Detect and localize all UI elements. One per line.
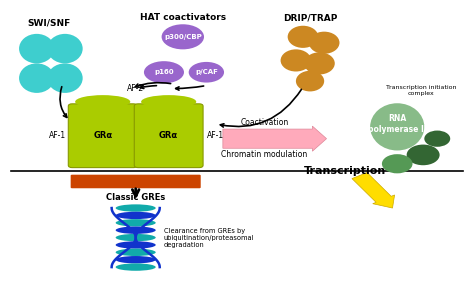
Text: p300/CBP: p300/CBP [164,34,201,40]
Ellipse shape [407,145,439,165]
Ellipse shape [116,226,156,234]
FancyBboxPatch shape [71,175,201,188]
Text: AF-1: AF-1 [207,131,224,140]
Text: Transcription initiation
complex: Transcription initiation complex [385,85,456,96]
Ellipse shape [47,63,82,93]
Text: RNA
polymerase II: RNA polymerase II [368,114,427,134]
Ellipse shape [75,95,130,108]
Text: SWI/SNF: SWI/SNF [27,19,70,28]
Text: p160: p160 [154,69,174,75]
Ellipse shape [424,131,450,147]
Ellipse shape [309,32,339,54]
Ellipse shape [304,52,335,74]
Ellipse shape [47,34,82,63]
Ellipse shape [162,24,204,49]
Ellipse shape [116,212,156,219]
Text: Chromatin modulation: Chromatin modulation [221,150,308,159]
Text: Coactivation: Coactivation [240,118,289,128]
Ellipse shape [116,263,156,271]
Ellipse shape [288,26,318,48]
Ellipse shape [116,256,156,263]
Text: DRIP/TRAP: DRIP/TRAP [283,13,337,22]
Text: Clearance from GREs by
ubiquitination/proteasomal
degradation: Clearance from GREs by ubiquitination/pr… [164,228,254,248]
Ellipse shape [382,154,412,173]
Ellipse shape [189,62,224,83]
Ellipse shape [144,61,184,83]
Ellipse shape [19,63,55,93]
Ellipse shape [116,234,156,241]
Ellipse shape [141,95,196,108]
Text: HAT coactivators: HAT coactivators [140,13,226,22]
Ellipse shape [116,219,156,226]
Text: p/CAF: p/CAF [195,69,218,75]
Ellipse shape [116,204,156,212]
FancyArrow shape [352,173,394,208]
Ellipse shape [116,241,156,249]
FancyBboxPatch shape [68,104,137,167]
Text: GRα: GRα [159,131,178,140]
Ellipse shape [19,34,55,63]
Ellipse shape [296,71,324,91]
Text: AF-1: AF-1 [49,131,66,140]
Text: AF-2: AF-2 [127,84,144,93]
Text: Classic GREs: Classic GREs [106,193,165,202]
Ellipse shape [281,49,311,72]
Text: GRα: GRα [93,131,112,140]
Text: Transcription: Transcription [304,166,386,176]
FancyBboxPatch shape [134,104,203,167]
Ellipse shape [370,103,424,150]
FancyArrow shape [223,126,327,151]
Ellipse shape [116,249,156,256]
